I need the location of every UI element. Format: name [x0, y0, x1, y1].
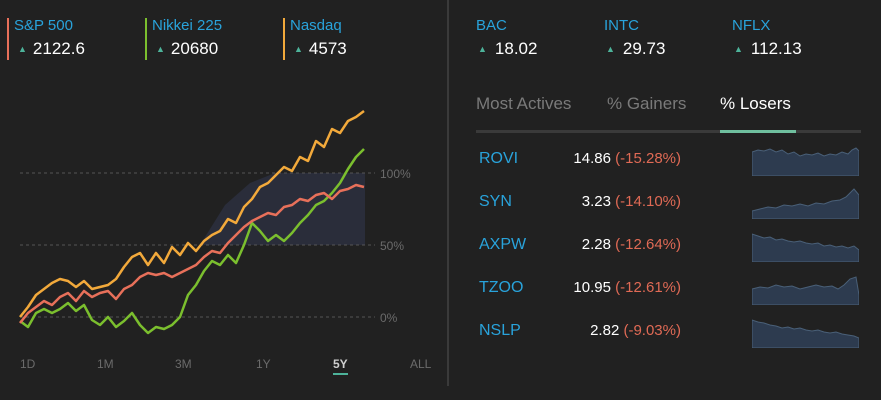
symbol-link[interactable]: AXPW	[479, 236, 527, 253]
time-range-selector: 1D 1M 3M 1Y 5Y ALL	[0, 357, 447, 377]
tab-losers[interactable]: % Losers	[720, 94, 791, 113]
up-triangle-icon: ▲	[18, 44, 27, 54]
ticker-nflx[interactable]: NFLX ▲ 112.13	[732, 17, 802, 59]
nasdaq-line	[19, 110, 365, 318]
index-nikkei[interactable]: Nikkei 225 ▲ 20680	[145, 17, 222, 61]
indices-panel: S&P 500 ▲ 2122.6 Nikkei 225 ▲ 20680 Nasdaq…	[0, 17, 447, 377]
active-tab-indicator	[720, 130, 796, 133]
grid-label-100: 100%	[380, 167, 411, 181]
grid-label-0: 0%	[380, 311, 398, 325]
series-color-bar	[283, 18, 285, 60]
panel-divider	[447, 0, 449, 386]
index-value: 4573	[308, 39, 347, 58]
ticker-value: 29.73	[622, 39, 666, 58]
symbol-link[interactable]: ROVI	[479, 150, 519, 167]
ticker-bac[interactable]: BAC ▲ 18.02	[476, 17, 537, 59]
ticker-name: INTC	[604, 17, 639, 34]
range-all[interactable]: ALL	[410, 357, 432, 371]
index-name: S&P 500	[14, 17, 73, 34]
price: 3.23	[581, 193, 611, 210]
index-name: Nikkei 225	[152, 17, 223, 34]
grid-label-50: 50%	[380, 239, 404, 253]
percent-change: (-15.28%)	[615, 150, 681, 167]
list-item[interactable]: TZOO 10.95 (-12.61%)	[476, 271, 862, 307]
percent-change: (-14.10%)	[615, 193, 681, 210]
range-5y[interactable]: 5Y	[333, 357, 348, 375]
up-triangle-icon: ▲	[478, 44, 487, 54]
index-value: 2122.6	[32, 39, 85, 58]
up-triangle-icon: ▲	[734, 44, 743, 54]
tab-baseline	[476, 130, 861, 133]
list-item[interactable]: SYN 3.23 (-14.10%)	[476, 185, 862, 221]
series-color-bar	[145, 18, 147, 60]
ticker-intc[interactable]: INTC ▲ 29.73	[604, 17, 665, 59]
series-color-bar	[7, 18, 9, 60]
percent-change: (-12.61%)	[615, 279, 681, 296]
price: 2.82	[590, 322, 620, 339]
price: 2.28	[581, 236, 611, 253]
up-triangle-icon: ▲	[294, 44, 303, 54]
price: 14.86	[573, 150, 611, 167]
index-name: Nasdaq	[290, 17, 342, 34]
index-value: 20680	[170, 39, 219, 58]
symbol-link[interactable]: SYN	[479, 193, 512, 210]
tab-most-actives[interactable]: Most Actives	[476, 94, 572, 113]
list-item[interactable]: ROVI 14.86 (-15.28%)	[476, 142, 862, 178]
index-nasdaq[interactable]: Nasdaq ▲ 4573	[283, 17, 347, 61]
symbol-link[interactable]: NSLP	[479, 322, 521, 339]
movers-tabs: Most Actives % Gainers % Losers	[476, 91, 861, 133]
up-triangle-icon: ▲	[156, 44, 165, 54]
percent-change: (-12.64%)	[615, 236, 681, 253]
sparkline	[752, 233, 859, 262]
sparkline	[752, 276, 859, 305]
list-item[interactable]: NSLP 2.82 (-9.03%)	[476, 314, 862, 350]
list-item[interactable]: AXPW 2.28 (-12.64%)	[476, 228, 862, 264]
index-sp500[interactable]: S&P 500 ▲ 2122.6	[7, 17, 85, 61]
range-1d[interactable]: 1D	[20, 357, 36, 371]
tab-gainers[interactable]: % Gainers	[607, 94, 687, 113]
ticker-name: BAC	[476, 17, 507, 34]
ticker-value: 112.13	[750, 39, 802, 58]
percent-change: (-9.03%)	[623, 322, 681, 339]
stocks-panel: BAC ▲ 18.02 INTC ▲ 29.73 NFLX ▲ 112.13 Most…	[449, 0, 881, 400]
ticker-name: NFLX	[732, 17, 771, 34]
sparkline	[752, 319, 859, 348]
sp500-line	[19, 183, 365, 324]
range-1y[interactable]: 1Y	[256, 357, 271, 371]
sparkline	[752, 188, 859, 219]
sparkline	[752, 147, 859, 176]
symbol-link[interactable]: TZOO	[479, 279, 524, 296]
performance-chart[interactable]: 100% 50% 0%	[0, 95, 447, 345]
ticker-value: 18.02	[494, 39, 538, 58]
price: 10.95	[573, 279, 611, 296]
up-triangle-icon: ▲	[606, 44, 615, 54]
nikkei-line	[19, 148, 365, 335]
range-3m[interactable]: 3M	[175, 357, 192, 371]
range-1m[interactable]: 1M	[97, 357, 114, 371]
